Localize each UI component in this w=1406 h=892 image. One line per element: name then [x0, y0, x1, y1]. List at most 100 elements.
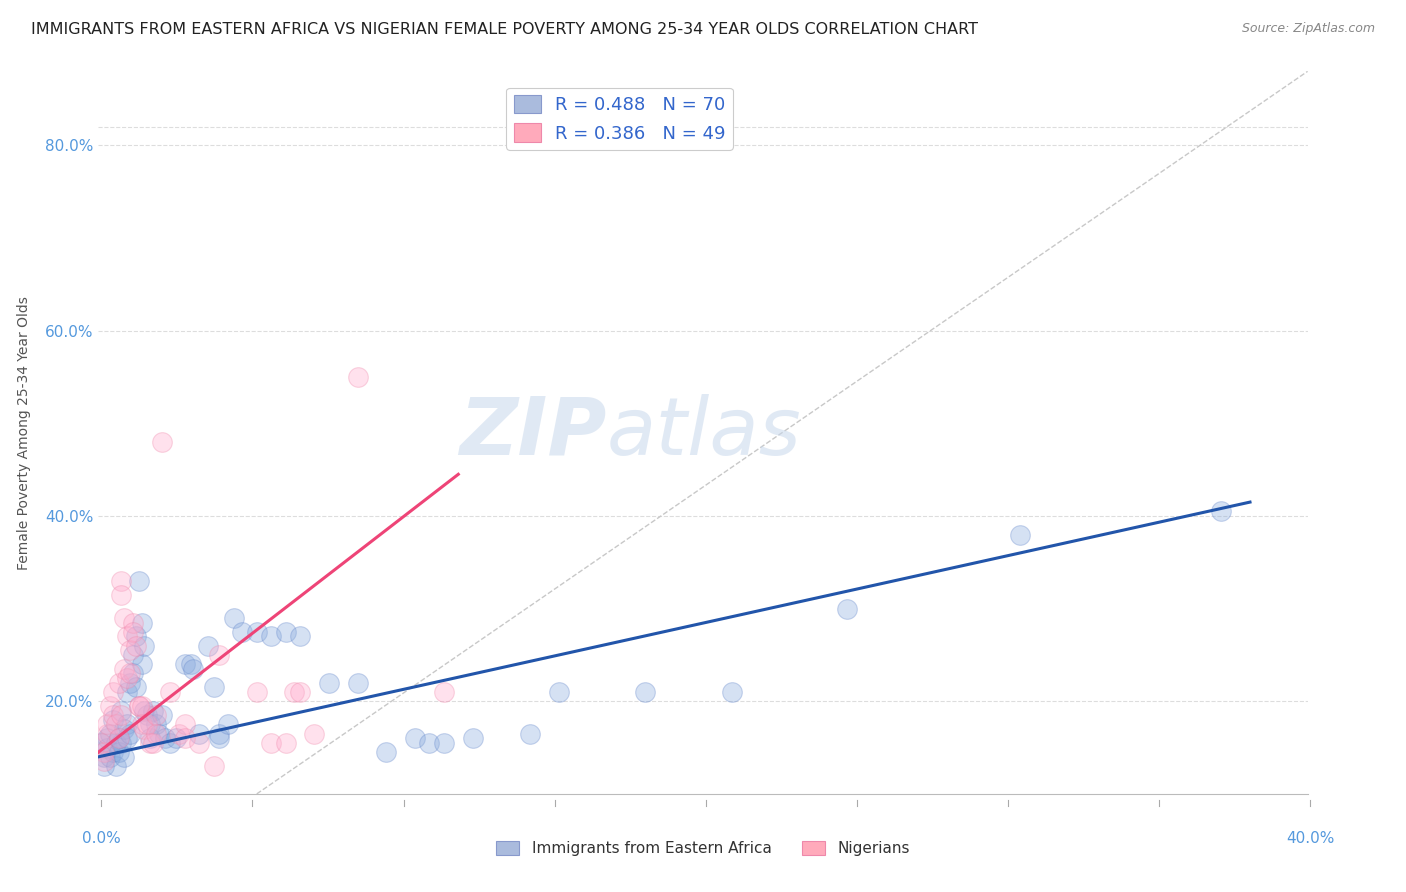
Point [98, 749, 121, 764]
Point [96, 717, 118, 731]
Point [260, 629, 283, 643]
Point [107, 731, 129, 746]
Text: 40.0%: 40.0% [1286, 831, 1334, 846]
Text: Source: ZipAtlas.com: Source: ZipAtlas.com [1241, 22, 1375, 36]
Point [115, 671, 138, 685]
Point [93, 755, 115, 769]
Point [131, 717, 153, 731]
Point [1008, 527, 1031, 541]
Point [122, 615, 145, 630]
Point [122, 624, 145, 639]
Point [115, 685, 138, 699]
Point [120, 726, 142, 740]
Point [246, 685, 269, 699]
Point [125, 639, 148, 653]
Point [173, 717, 195, 731]
Point [107, 745, 129, 759]
Point [110, 736, 132, 750]
Point [96, 740, 118, 755]
Point [145, 708, 167, 723]
Point [104, 736, 127, 750]
Text: ZIP: ZIP [458, 393, 606, 472]
Point [188, 736, 211, 750]
Point [202, 759, 225, 773]
Point [115, 717, 138, 731]
Point [98, 698, 121, 713]
Point [128, 574, 150, 588]
Point [150, 434, 173, 449]
Point [112, 611, 135, 625]
Point [110, 574, 132, 588]
Point [136, 708, 159, 723]
Point [96, 726, 118, 740]
Point [139, 731, 162, 746]
Point [418, 736, 440, 750]
Point [180, 657, 202, 672]
Point [125, 681, 148, 695]
Point [93, 759, 115, 773]
Point [375, 745, 398, 759]
Point [139, 736, 162, 750]
Point [115, 629, 138, 643]
Point [318, 675, 340, 690]
Point [188, 726, 211, 740]
Point [246, 624, 269, 639]
Point [134, 722, 156, 736]
Point [274, 624, 297, 639]
Point [304, 726, 326, 740]
Point [136, 717, 159, 731]
Point [150, 708, 173, 723]
Point [274, 736, 297, 750]
Point [1211, 504, 1233, 518]
Point [139, 717, 162, 731]
Point [112, 749, 135, 764]
Point [217, 717, 239, 731]
Point [145, 726, 167, 740]
Point [208, 648, 231, 662]
Point [131, 615, 153, 630]
Point [183, 662, 205, 676]
Point [208, 726, 231, 740]
Point [120, 675, 142, 690]
Point [173, 657, 195, 672]
Legend: Immigrants from Eastern Africa, Nigerians: Immigrants from Eastern Africa, Nigerian… [491, 835, 915, 862]
Text: 0.0%: 0.0% [82, 831, 121, 846]
Point [131, 698, 153, 713]
Point [222, 611, 245, 625]
Point [101, 745, 124, 759]
Point [145, 717, 167, 731]
Point [231, 624, 253, 639]
Point [461, 731, 484, 746]
Point [288, 629, 311, 643]
Point [197, 639, 219, 653]
Point [548, 685, 571, 699]
Point [98, 726, 121, 740]
Point [110, 704, 132, 718]
Point [288, 685, 311, 699]
Point [112, 662, 135, 676]
Point [101, 685, 124, 699]
Point [153, 731, 176, 746]
Point [346, 675, 368, 690]
Point [202, 681, 225, 695]
Point [104, 717, 127, 731]
Legend: R = 0.488   N = 70, R = 0.386   N = 49: R = 0.488 N = 70, R = 0.386 N = 49 [506, 87, 733, 150]
Point [101, 708, 124, 723]
Point [112, 722, 135, 736]
Point [134, 704, 156, 718]
Point [167, 726, 190, 740]
Y-axis label: Female Poverty Among 25-34 Year Olds: Female Poverty Among 25-34 Year Olds [17, 295, 31, 570]
Point [110, 588, 132, 602]
Point [93, 749, 115, 764]
Text: IMMIGRANTS FROM EASTERN AFRICA VS NIGERIAN FEMALE POVERTY AMONG 25-34 YEAR OLDS : IMMIGRANTS FROM EASTERN AFRICA VS NIGERI… [31, 22, 979, 37]
Point [96, 731, 118, 746]
Point [107, 675, 129, 690]
Point [120, 643, 142, 657]
Point [519, 726, 541, 740]
Point [134, 639, 156, 653]
Point [122, 666, 145, 681]
Point [159, 736, 181, 750]
Point [128, 698, 150, 713]
Point [93, 745, 115, 759]
Point [142, 704, 165, 718]
